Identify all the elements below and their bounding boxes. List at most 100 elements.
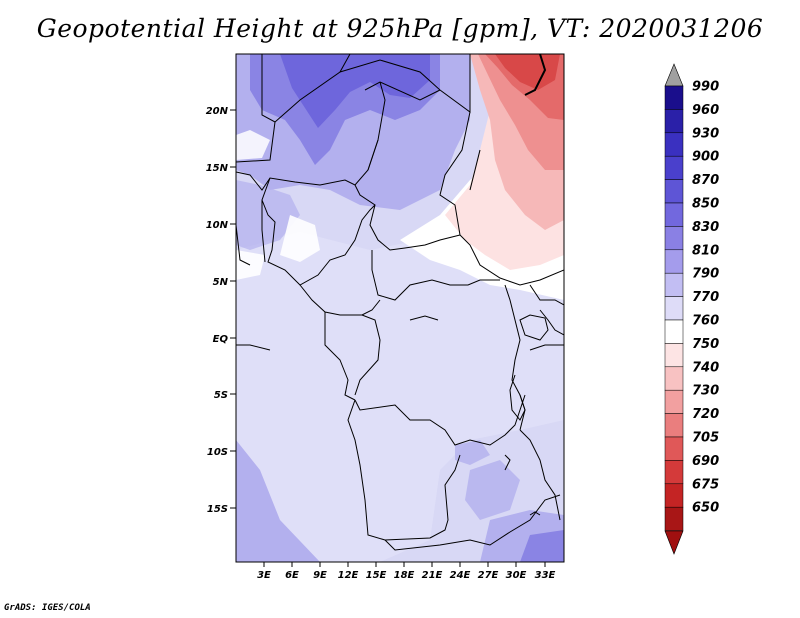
border-niger-chad — [367, 139, 379, 171]
colorbar-level-label: 675 — [692, 477, 719, 492]
geopotential-field — [236, 54, 564, 562]
colorbar-segment — [664, 483, 684, 508]
colorbar-level-label: 870 — [692, 173, 719, 188]
border-chad-sudan — [439, 111, 564, 286]
field-white-patch-3 — [236, 250, 265, 280]
map-frame — [235, 53, 565, 563]
lon-label-12e: 12E — [338, 570, 359, 581]
lat-label-5s: 5S — [214, 390, 228, 401]
field-white-patch-2 — [280, 215, 320, 262]
field-southwest-mid — [236, 440, 320, 562]
colorbar-segment — [664, 319, 684, 344]
colorbar-segment — [664, 343, 684, 368]
grads-credit: GrADS: IGES/COLA — [4, 603, 91, 613]
lon-label-18e: 18E — [394, 570, 415, 581]
border-zambia-mozambique — [519, 429, 561, 521]
colorbar-level-label: 760 — [692, 314, 719, 329]
colorbar-level-label: 750 — [692, 337, 719, 352]
colorbar-level-label: 900 — [692, 150, 719, 165]
latitude-ticks: 20N 15N 10N 5N EQ 5S 10S 15S — [206, 106, 236, 515]
border-cameroon-gabon — [299, 284, 381, 316]
colorbar-segment — [664, 202, 684, 227]
river-congo-segment — [409, 315, 439, 321]
colorbar-level-label: 790 — [692, 267, 719, 282]
colorbar-segment — [664, 226, 684, 251]
colorbar-level-label: 730 — [692, 384, 719, 399]
lon-label-15e: 15E — [366, 570, 387, 581]
lon-label-3e: 3E — [257, 570, 271, 581]
field-north-darker — [280, 54, 430, 128]
border-niger-south — [236, 81, 386, 191]
border-gabon-congo — [324, 312, 356, 401]
colorbar-segment — [664, 249, 684, 274]
colorbar-segment — [664, 85, 684, 110]
border-nigeria-cameroon — [261, 199, 376, 286]
lon-label-27e: 27E — [478, 570, 499, 581]
lat-label-5n: 5N — [213, 277, 229, 288]
lake-mweru — [504, 454, 511, 471]
lat-label-10s: 10S — [207, 447, 228, 458]
colorbar-bottom-arrow — [664, 530, 684, 555]
border-sudan-chad-north — [469, 149, 481, 191]
lon-label-6e: 6E — [285, 570, 299, 581]
border-chad-libya — [364, 81, 441, 101]
colorbar-segment — [664, 436, 684, 461]
lat-label-15s: 15S — [207, 504, 228, 515]
border-mali-niger — [236, 121, 276, 163]
colorbar-segment — [664, 389, 684, 414]
lake-tanganyika — [509, 374, 526, 421]
field-south-mid — [465, 460, 520, 520]
colorbar-segment — [664, 413, 684, 438]
border-south-sudan — [529, 284, 564, 306]
lon-label-24e: 24E — [450, 570, 471, 581]
lon-label-33e: 33E — [535, 570, 556, 581]
colorbar-level-label: 830 — [692, 220, 719, 235]
colorbar-segment — [664, 460, 684, 485]
lon-label-21e: 21E — [422, 570, 443, 581]
lat-label-15n: 15N — [206, 163, 229, 174]
border-uganda-kenya — [539, 309, 564, 336]
field-light-band — [236, 232, 564, 562]
border-algeria-niger — [261, 54, 351, 123]
colorbar-segment — [664, 132, 684, 157]
colorbar-level-label: 770 — [692, 290, 719, 305]
border-libya — [339, 54, 471, 113]
colorbar-segment — [664, 506, 684, 531]
colorbar-level-label: 690 — [692, 454, 719, 469]
field-central-south-mid — [455, 440, 490, 465]
field-white-patch-1 — [236, 130, 270, 160]
border-chad-car — [354, 184, 461, 251]
lat-label-eq: EQ — [213, 334, 229, 345]
lat-label-10n: 10N — [206, 220, 229, 231]
country-boundaries — [236, 54, 564, 551]
border-car-drc — [371, 250, 500, 301]
lat-label-20n: 20N — [206, 106, 229, 117]
colorbar-level-label: 960 — [692, 103, 719, 118]
border-west-coast — [236, 224, 251, 266]
colorbar-segment — [664, 179, 684, 204]
colorbar-segment — [664, 155, 684, 180]
colorbar: 990 960 930 900 870 850 830 810 790 770 760 750 740 7… — [664, 63, 719, 555]
border-drc-angola — [354, 394, 526, 446]
colorbar-segment — [664, 296, 684, 321]
colorbar-segment — [664, 366, 684, 391]
colorbar-level-label: 740 — [692, 360, 719, 375]
colorbar-level-label: 850 — [692, 197, 719, 212]
lon-label-30e: 30E — [506, 570, 527, 581]
colorbar-level-label: 810 — [692, 243, 719, 258]
border-congo-drc — [354, 314, 381, 396]
longitude-ticks: 3E 6E 9E 12E 15E 18E 21E 24E 27E 30E 33E — [257, 562, 556, 581]
colorbar-level-label: 650 — [692, 501, 719, 516]
border-namibia-zambia — [384, 494, 561, 551]
lake-victoria — [519, 314, 549, 341]
colorbar-level-label: 930 — [692, 126, 719, 141]
colorbar-level-label: 720 — [692, 407, 719, 422]
nile-red-sea-line — [524, 54, 547, 96]
colorbar-level-label: 990 — [692, 80, 719, 95]
colorbar-segment — [664, 272, 684, 297]
colorbar-top-arrow — [664, 63, 684, 87]
lake-kariba — [529, 511, 541, 516]
field-southeast-dark — [520, 530, 564, 562]
border-coastline-gulf — [236, 344, 271, 351]
